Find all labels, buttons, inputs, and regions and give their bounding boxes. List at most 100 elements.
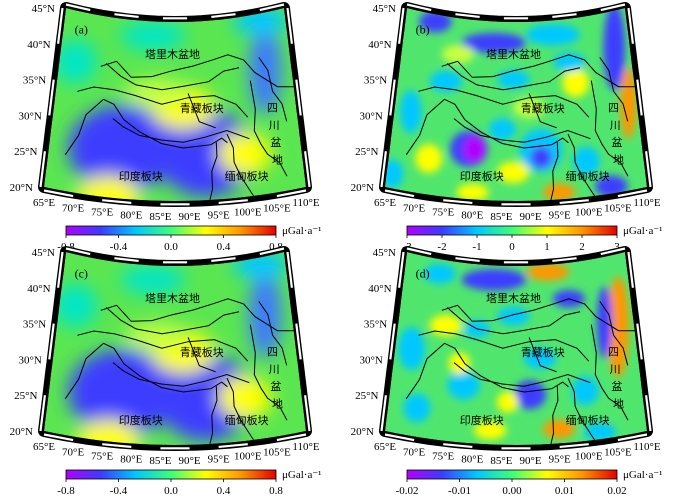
frame-ticks <box>380 247 652 450</box>
label-sichuan-char: 地 <box>272 153 283 166</box>
lon-tick-label: 80°E <box>461 453 483 465</box>
lat-tick-label: 40°N <box>27 39 50 51</box>
field-blob <box>607 276 629 378</box>
panel-tag: (a) <box>75 23 88 37</box>
field-blob <box>415 144 443 173</box>
boundary-line <box>77 330 249 362</box>
lon-tick-label: 90°E <box>519 455 541 467</box>
lon-tick-label: 65°E <box>33 197 55 209</box>
field-blob <box>620 66 637 139</box>
boundary-line <box>567 133 596 197</box>
lon-tick-label: 65°E <box>33 441 55 453</box>
field-map <box>385 8 647 201</box>
field-blob <box>523 347 557 370</box>
colorbar-tick-label: -0.8 <box>57 485 75 496</box>
lon-tick-label: 100°E <box>575 451 603 463</box>
label-sichuan-char: 四 <box>267 346 278 359</box>
boundary-line <box>405 342 569 399</box>
lat-tick-label: 30°N <box>359 354 382 366</box>
boundary-line <box>590 324 629 421</box>
lon-tick-label: 90°E <box>178 211 200 223</box>
label-tarim: 塔里木盆地 <box>486 291 541 305</box>
label-burma: 缅甸板块 <box>225 413 269 427</box>
field-blob <box>525 23 580 46</box>
label-sichuan-char: 四 <box>267 102 278 115</box>
boundary-lines <box>64 54 294 201</box>
field-blob <box>583 422 617 442</box>
field-blob <box>68 105 177 192</box>
lon-tick-label: 80°E <box>461 209 483 221</box>
lon-tick-label: 100°E <box>234 451 262 463</box>
field-blob <box>526 263 570 281</box>
boundary-line <box>100 298 294 332</box>
colorbar-tick-label: 0.4 <box>217 241 231 253</box>
label-burma: 缅甸板块 <box>566 413 610 427</box>
lat-tick-label: 40°N <box>368 39 391 51</box>
label-sichuan-char: 川 <box>610 119 621 132</box>
lon-tick-label: 105°E <box>604 203 632 215</box>
frame-ticks <box>380 3 652 206</box>
label-tarim: 塔里木盆地 <box>145 47 200 61</box>
lat-tick-label: 35°N <box>364 319 387 331</box>
boundary-line <box>77 86 249 118</box>
field-blob <box>217 376 272 420</box>
colorbar-unit: μGal·a⁻¹ <box>623 469 662 481</box>
colorbar-tick-label: 3 <box>614 241 620 253</box>
boundary-line <box>226 133 255 197</box>
field-blob <box>497 69 530 89</box>
boundary-line <box>550 142 559 201</box>
boundary-line <box>112 362 250 387</box>
field-blob <box>120 265 186 295</box>
field-blob <box>530 146 552 169</box>
boundary-line <box>249 324 288 421</box>
colorbar-tick-label: -1 <box>472 241 481 253</box>
field-blob <box>429 70 463 93</box>
colorbar: -0.8 -0.4 0.0 0.4 0.8 μGal·a⁻¹ <box>57 469 321 496</box>
label-qingzang: 青藏板块 <box>521 345 565 359</box>
lon-tick-label: 75°E <box>91 451 113 463</box>
boundary-line <box>249 80 288 177</box>
lon-tick-label: 70°E <box>403 203 425 215</box>
lon-tick-label: 95°E <box>549 453 571 465</box>
lon-tick-label: 75°E <box>432 451 454 463</box>
field-blob <box>217 132 272 176</box>
colorbar-unit: μGal·a⁻¹ <box>623 225 662 237</box>
lon-tick-label: 110°E <box>292 197 319 209</box>
lon-tick-label: 70°E <box>62 203 84 215</box>
lon-tick-label: 70°E <box>62 447 84 459</box>
boundary-line <box>528 337 557 373</box>
label-sichuan-char: 川 <box>610 363 621 376</box>
field-blob <box>542 419 576 439</box>
lon-tick-label: 110°E <box>633 197 660 209</box>
lon-tick-label: 80°E <box>120 453 142 465</box>
colorbar-gradient <box>65 225 277 236</box>
label-sichuan-char: 川 <box>269 119 280 132</box>
colorbar-tick-label: 0.0 <box>164 485 178 496</box>
label-tarim: 塔里木盆地 <box>145 291 200 305</box>
label-india: 印度板块 <box>460 413 504 427</box>
lat-tick-label: 30°N <box>359 110 382 122</box>
field-blob <box>571 376 599 405</box>
field-blob <box>403 393 431 423</box>
field-blob <box>595 175 628 198</box>
field-blob <box>496 161 530 184</box>
boundary-line <box>64 98 228 155</box>
lat-tick-label: 45°N <box>32 247 55 259</box>
lon-tick-label: 75°E <box>91 207 113 219</box>
frame-ticks <box>39 247 311 450</box>
field-blob <box>513 380 547 410</box>
boundary-line <box>446 63 581 91</box>
boundary-line <box>441 298 635 332</box>
colorbar-unit: μGal·a⁻¹ <box>282 469 321 481</box>
field-blob <box>513 97 546 118</box>
lon-tick-label: 65°E <box>374 441 396 453</box>
lat-tick-label: 20°N <box>10 182 33 194</box>
lat-tick-label: 20°N <box>351 182 374 194</box>
label-sichuan-char: 地 <box>613 397 624 410</box>
lat-tick-label: 25°N <box>355 390 378 402</box>
colorbar-tick-label: 0 <box>509 241 515 253</box>
colorbar-tick-label: 0.01 <box>555 485 574 496</box>
boundary-line <box>64 342 228 399</box>
colorbar-tick-label: -0.02 <box>396 485 419 496</box>
